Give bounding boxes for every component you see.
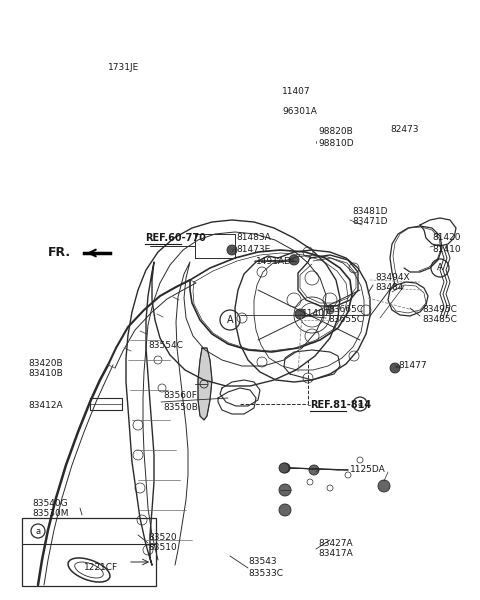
Text: 83530M: 83530M xyxy=(32,509,69,518)
Circle shape xyxy=(280,463,290,473)
Text: 1125DA: 1125DA xyxy=(350,466,386,475)
Text: A: A xyxy=(437,263,443,272)
Text: 81410: 81410 xyxy=(432,245,461,253)
Circle shape xyxy=(295,309,305,319)
Text: 83417A: 83417A xyxy=(318,550,353,559)
Text: 98820B: 98820B xyxy=(318,127,353,136)
Circle shape xyxy=(378,480,390,492)
Text: a: a xyxy=(358,400,362,409)
Circle shape xyxy=(279,484,291,496)
Text: 83543: 83543 xyxy=(248,557,276,566)
Text: 83427A: 83427A xyxy=(318,539,353,547)
Text: 81420: 81420 xyxy=(432,233,460,242)
Text: 83410B: 83410B xyxy=(28,370,63,379)
Text: 1221CF: 1221CF xyxy=(84,563,118,572)
Text: 83533C: 83533C xyxy=(248,569,283,578)
Text: 81477: 81477 xyxy=(398,361,427,370)
Circle shape xyxy=(289,255,299,265)
Text: 83481D: 83481D xyxy=(352,206,387,215)
Text: a: a xyxy=(36,527,41,535)
Text: FR.: FR. xyxy=(48,245,71,259)
Text: 83520: 83520 xyxy=(148,533,177,541)
Circle shape xyxy=(279,504,291,516)
Text: 81483A: 81483A xyxy=(236,233,271,242)
Circle shape xyxy=(326,306,334,314)
Text: 83560F: 83560F xyxy=(163,391,197,401)
Text: 83412A: 83412A xyxy=(28,401,62,410)
Text: A: A xyxy=(227,315,233,325)
Text: 83550B: 83550B xyxy=(163,403,198,412)
Text: REF.60-770: REF.60-770 xyxy=(145,233,206,243)
Text: 1491AD: 1491AD xyxy=(256,257,292,266)
Text: 1731JE: 1731JE xyxy=(108,64,139,73)
Text: 83485C: 83485C xyxy=(422,316,457,325)
Circle shape xyxy=(227,245,237,255)
Polygon shape xyxy=(198,348,212,420)
Text: 83655C: 83655C xyxy=(328,316,363,325)
Text: 83495C: 83495C xyxy=(422,304,457,313)
Text: 96301A: 96301A xyxy=(282,107,317,116)
Text: 81473E: 81473E xyxy=(236,245,270,253)
Circle shape xyxy=(309,465,319,475)
Circle shape xyxy=(279,463,289,473)
Text: 83510: 83510 xyxy=(148,544,177,553)
Text: 98810D: 98810D xyxy=(318,139,354,148)
Text: REF.81-814: REF.81-814 xyxy=(310,400,371,410)
Text: 11407: 11407 xyxy=(302,308,331,317)
Text: 83540G: 83540G xyxy=(32,499,68,508)
Text: 11407: 11407 xyxy=(282,86,311,95)
Text: 83420B: 83420B xyxy=(28,358,62,367)
Text: 83665C: 83665C xyxy=(328,304,363,313)
Circle shape xyxy=(390,363,400,373)
Text: 83494X: 83494X xyxy=(375,272,409,281)
Text: 83471D: 83471D xyxy=(352,217,387,226)
Text: 82473: 82473 xyxy=(390,125,419,134)
Text: 83484: 83484 xyxy=(375,283,404,292)
Text: 83554C: 83554C xyxy=(148,340,183,349)
